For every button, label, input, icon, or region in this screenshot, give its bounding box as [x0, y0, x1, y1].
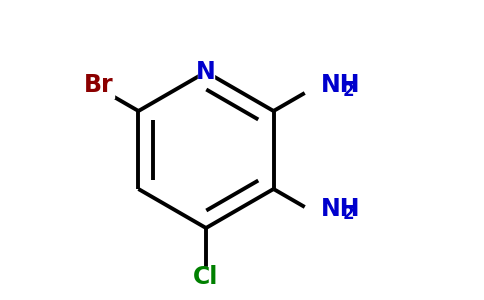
Bar: [90, 80, 114, 98]
Bar: [196, 267, 216, 285]
Text: Cl: Cl: [193, 266, 219, 290]
Text: NH: NH: [321, 74, 361, 98]
Text: 2: 2: [343, 205, 354, 223]
Bar: [198, 63, 214, 81]
Text: NH: NH: [321, 196, 361, 220]
Text: 2: 2: [343, 82, 354, 100]
Text: Br: Br: [84, 74, 113, 98]
Text: N: N: [196, 60, 216, 84]
